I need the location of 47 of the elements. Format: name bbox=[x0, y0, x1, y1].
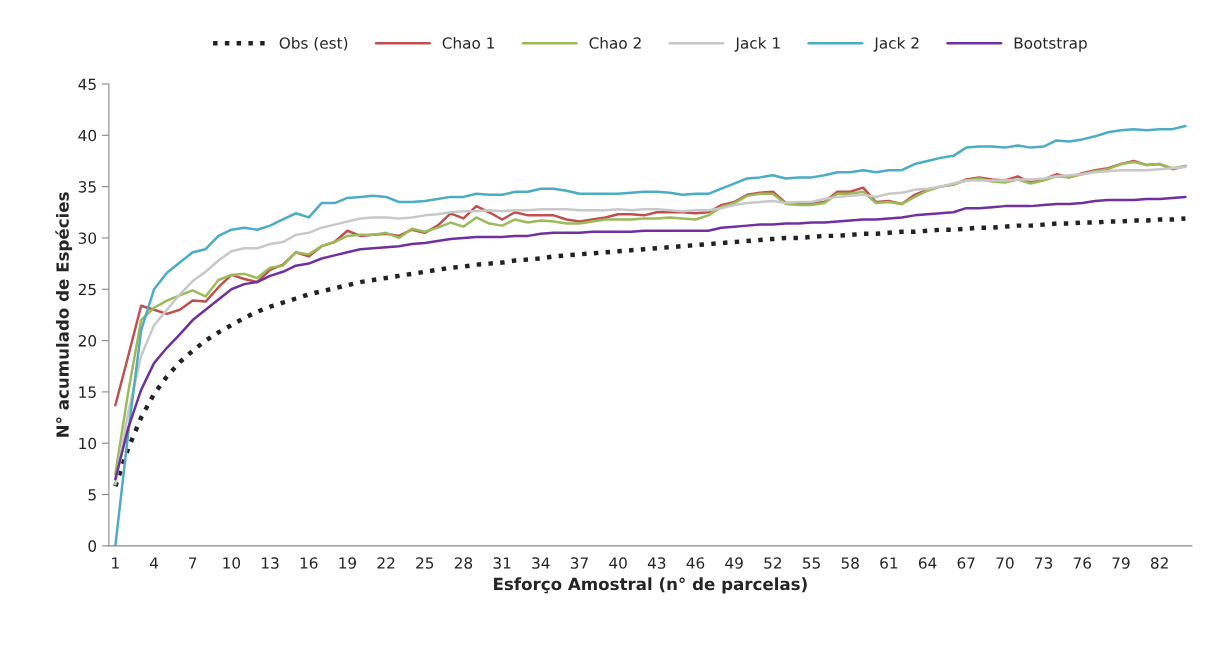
legend-label: Jack 2 bbox=[873, 36, 919, 52]
x-tick-label: 52 bbox=[764, 557, 782, 569]
legend-label: Chao 2 bbox=[589, 36, 641, 49]
legend-label: Bootstrap bbox=[1014, 37, 1087, 52]
legend-label: Jack 1 bbox=[734, 36, 780, 52]
x-tick-label: 25 bbox=[416, 557, 434, 569]
x-tick-label: 4 bbox=[149, 557, 159, 569]
y-axis-title: N° acumulado de Espécies bbox=[55, 192, 73, 437]
x-tick-label: 55 bbox=[802, 557, 820, 569]
y-tick-label: 45 bbox=[78, 78, 96, 90]
x-tick-label: 61 bbox=[880, 557, 898, 569]
y-tick-label: 35 bbox=[78, 181, 96, 193]
x-tick-label: 16 bbox=[300, 557, 318, 569]
x-tick-label: 31 bbox=[493, 557, 511, 569]
x-tick-label: 40 bbox=[609, 557, 627, 569]
y-tick-label: 5 bbox=[88, 489, 96, 501]
line-series bbox=[114, 124, 1187, 546]
y-tick-label: 0 bbox=[88, 540, 97, 552]
x-tick-label: 28 bbox=[454, 557, 473, 569]
x-tick-label: 7 bbox=[189, 557, 197, 569]
x-tick-label: 13 bbox=[262, 557, 279, 569]
legend-label: Chao 1 bbox=[442, 36, 494, 49]
y-tick-label: 30 bbox=[78, 232, 97, 244]
x-tick-label: 58 bbox=[841, 557, 859, 569]
y-tick-label: 10 bbox=[79, 437, 97, 450]
x-tick-label: 79 bbox=[1112, 557, 1130, 569]
x-tick-label: 22 bbox=[377, 557, 395, 569]
y-tick-label: 15 bbox=[79, 386, 96, 398]
x-tick-label: 70 bbox=[996, 557, 1014, 569]
y-tick-label: 40 bbox=[78, 129, 97, 142]
x-tick-label: 82 bbox=[1150, 557, 1168, 569]
x-axis-title: Esforço Amostral (n° de parcelas) bbox=[494, 577, 807, 594]
x-tick-label: 46 bbox=[686, 557, 705, 569]
x-tick-label: 19 bbox=[339, 557, 357, 569]
y-tick-label: 25 bbox=[78, 283, 96, 296]
x-tick-label: 73 bbox=[1035, 557, 1053, 569]
x-tick-label: 49 bbox=[725, 557, 743, 569]
x-tick-label: 1 bbox=[112, 557, 119, 569]
x-tick-label: 67 bbox=[957, 557, 975, 569]
legend-label: Obs (est) bbox=[279, 36, 348, 51]
x-tick-label: 10 bbox=[223, 557, 241, 569]
x-tick-label: 43 bbox=[647, 557, 666, 569]
x-tick-label: 34 bbox=[532, 557, 550, 569]
x-tick-label: 37 bbox=[570, 557, 588, 569]
x-tick-label: 76 bbox=[1073, 557, 1092, 569]
x-tick-label: 64 bbox=[918, 557, 937, 569]
y-tick-label: 20 bbox=[78, 335, 97, 347]
